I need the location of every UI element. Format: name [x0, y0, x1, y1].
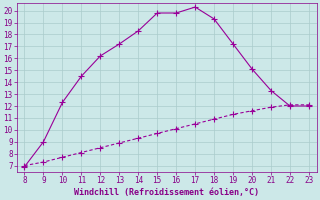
X-axis label: Windchill (Refroidissement éolien,°C): Windchill (Refroidissement éolien,°C) [74, 188, 259, 197]
